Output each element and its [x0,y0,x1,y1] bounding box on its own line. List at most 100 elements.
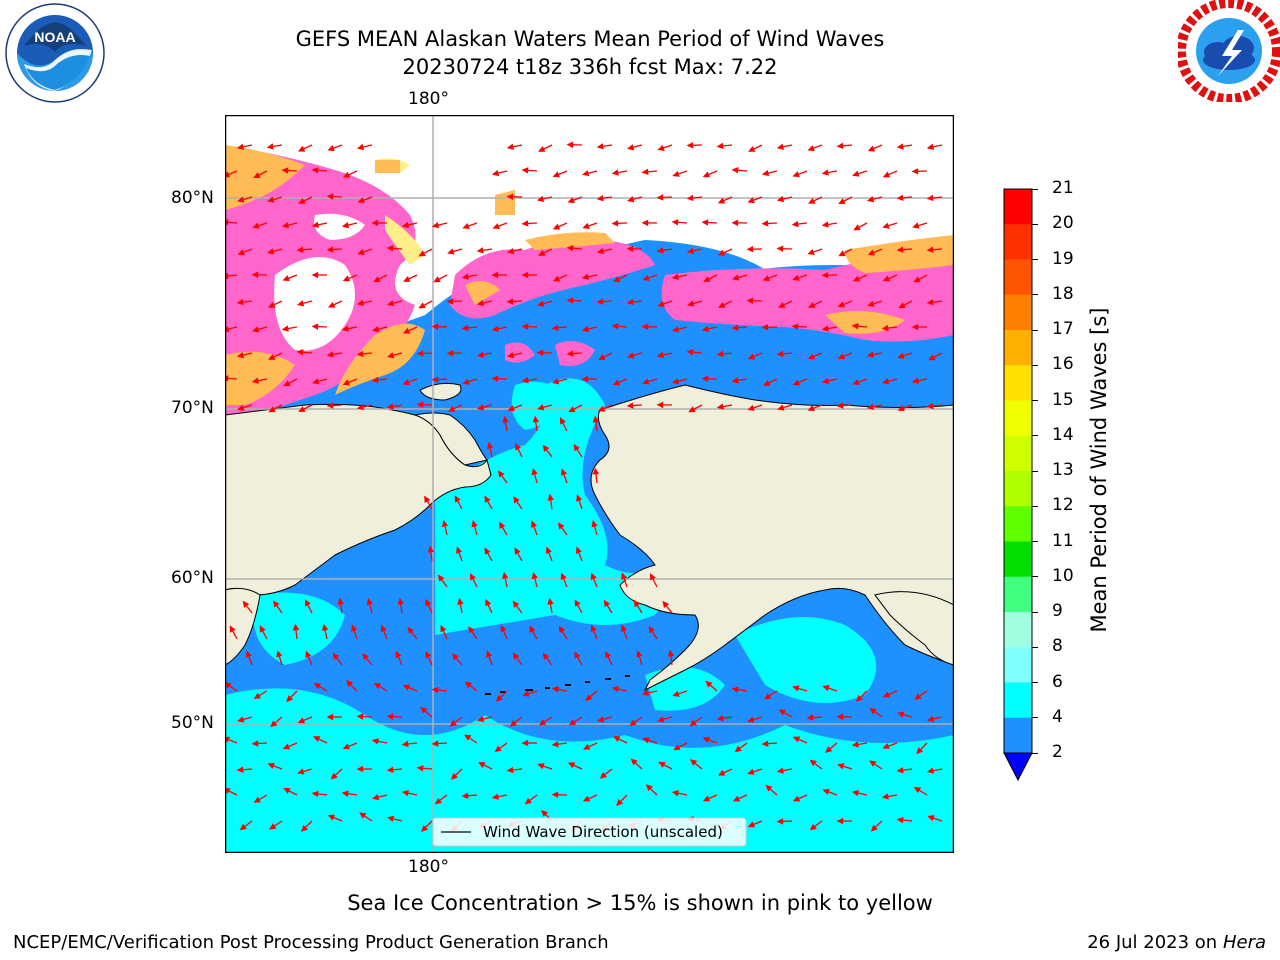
wind-wave-arrow-head [761,220,769,227]
wind-wave-arrow-head [402,379,410,386]
sea-ice-beaufort-orange [825,235,954,334]
wind-wave-arrow-head [502,571,509,579]
wind-wave-arrow-head [552,378,560,385]
wind-wave-arrow-head [926,299,934,306]
wind-wave-arrow-head [568,406,576,413]
land-panhandle [874,591,954,666]
colorbar-tick-mark [1032,541,1038,542]
wind-wave-arrow-head [882,275,891,282]
noaa-logo: NOAA [4,2,106,104]
colorbar-tick-label: 17 [1052,319,1074,339]
colorbar-segment [1004,682,1032,719]
wind-wave-arrow-head [703,276,711,282]
wind-wave-arrow-head [537,404,545,411]
wind-wave-arrow-head [521,271,529,279]
wind-wave-arrow-head [592,415,600,423]
wind-wave-arrow-head [513,496,520,504]
wind-wave-arrow-head [870,824,878,832]
wind-wave-arrow-head [266,143,274,150]
wind-wave-arrow-head [282,743,291,750]
wind-wave-arrow-head [701,375,709,382]
wind-wave-arrow-head [633,599,641,608]
wind-wave-arrow-head [616,799,624,807]
wind-wave-arrow-head [418,250,426,257]
wind-wave-arrow-head [242,600,250,608]
wind-wave-arrow-head [386,766,394,774]
wind-wave-arrow-head [434,797,442,805]
wind-wave-arrow-head [838,198,846,205]
wind-wave-arrow-head [386,245,394,252]
wind-wave-arrow-head [538,249,546,256]
wind-wave-arrow-head [237,249,245,256]
wind-wave-arrow-head [581,273,589,280]
wind-wave-arrow-head [446,298,454,305]
wind-wave-arrow-head [267,196,275,203]
wind-wave-arrow-head [673,744,681,751]
wind-wave-arrow-head [657,300,665,307]
wind-wave-arrow-head [791,323,799,330]
wind-wave-arrow-head [326,351,334,358]
wind-wave-arrow-head [838,250,846,257]
wind-wave-arrow-head [297,717,306,724]
wind-wave-arrow-head [825,746,833,753]
wind-wave-arrow-head [456,546,463,554]
wind-wave-arrow-head [514,547,521,555]
wind-wave-arrow-head [298,406,306,412]
wind-wave-arrow-head [671,326,680,333]
wind-wave-arrow-head [590,572,597,580]
wind-wave-arrow-head [627,144,635,151]
sea-ice-note: Sea Ice Concentration > 15% is shown in … [347,891,933,915]
wind-wave-arrow-head [427,545,435,553]
wind-wave-arrow-head [566,141,574,148]
wind-wave-arrow-head [236,298,244,306]
wind-wave-arrow-head [476,299,485,307]
colorbar-tick-label: 10 [1052,565,1074,586]
wind-wave-arrow-head [532,415,540,423]
wind-wave-arrow-head [821,221,829,228]
land-wrangel [419,382,462,401]
colorbar-segment [1004,506,1032,542]
colorbar-segment [1004,259,1032,296]
wind-wave-arrow-head [356,350,364,358]
wind-wave-arrow-head [536,349,544,356]
wind-wave-arrow-head [671,273,680,280]
wind-wave-arrow-head [776,767,784,774]
colorbar-tick-label: 8 [1052,636,1063,657]
wind-wave-arrow-head [567,197,575,204]
wind-wave-arrow-head [502,415,509,423]
colorbar-segment [1004,400,1032,437]
wind-wave-arrow-head [239,823,247,831]
colorbar-segment [1004,435,1032,472]
wind-wave-arrow-head [686,194,694,202]
wind-wave-arrow-head [867,300,875,307]
wind-wave-arrow-head [717,249,726,256]
wind-wave-arrow-head [311,271,319,279]
colorbar [1000,186,1040,786]
wind-wave-arrow-head [506,143,514,150]
wind-wave-arrow-head [792,795,801,802]
wind-wave-arrow-head [761,169,770,177]
wind-wave-arrow-head [926,194,934,202]
wind-wave-arrow-head [225,682,232,689]
colorbar-label-wrap: Mean Period of Wind Waves [s] [1084,290,1114,650]
wind-wave-arrow-head [531,468,538,476]
wind-wave-arrow-head [702,736,710,743]
colorbar-tick-label: 14 [1052,424,1074,445]
wind-wave-arrow-head [926,715,935,723]
footer-machine: Hera [1222,932,1266,953]
wind-wave-arrow-head [521,167,529,174]
wind-wave-arrow-head [911,168,919,175]
wind-wave-arrow-head [852,379,860,386]
wind-wave-arrow-head [461,792,469,799]
wind-wave-arrow-head [522,690,530,697]
wind-wave-arrow-head [551,324,559,332]
wind-wave-arrow-head [731,324,739,331]
wind-wave-arrow-head [300,824,308,832]
wind-wave-arrow-head [807,405,815,412]
wind-wave-arrow-head [837,353,845,360]
colorbar-tick-mark [1032,364,1038,366]
wind-wave-arrow-head [557,522,565,530]
wind-wave-arrow-head [573,443,580,452]
wind-wave-arrow-head [269,823,277,830]
wind-wave-arrow-head [881,793,889,800]
